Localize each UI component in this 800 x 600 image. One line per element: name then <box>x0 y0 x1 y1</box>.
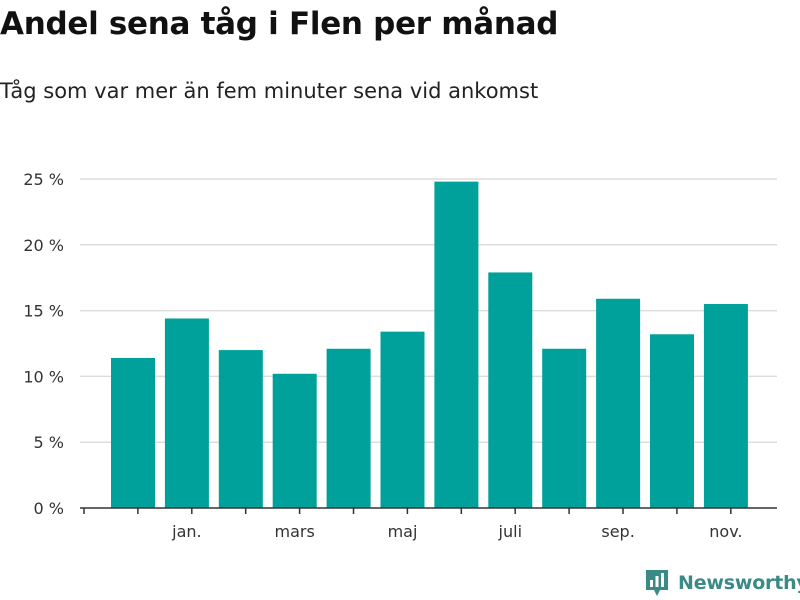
bar-jan <box>164 318 209 508</box>
bar-chart: 0 % 5 % 10 % 15 % 20 % 25 % jan. mars maj juli sep… <box>23 170 777 541</box>
y-tick-label: 20 % <box>23 236 64 255</box>
bar-okt <box>650 334 694 508</box>
brand-logo: Newsworthy <box>644 568 800 598</box>
bar-aug <box>542 348 587 508</box>
x-tick-label: juli <box>498 522 522 541</box>
bars <box>111 181 748 508</box>
chart-subtitle: Tåg som var mer än fem minuter sena vid … <box>0 79 539 103</box>
bar-nov <box>703 304 748 508</box>
bar-maj <box>380 331 425 508</box>
chart-title: Andel sena tåg i Flen per månad <box>0 6 559 42</box>
x-tick-label: mars <box>275 522 315 541</box>
bar-dec <box>111 357 155 508</box>
y-tick-label: 0 % <box>34 499 64 518</box>
x-tick-label: jan. <box>171 522 201 541</box>
newsworthy-logo-icon <box>646 570 668 596</box>
y-tick-label: 5 % <box>34 433 64 452</box>
x-tick-label: nov. <box>709 522 742 541</box>
y-tick-label: 25 % <box>23 170 64 189</box>
bar-sep <box>596 298 641 508</box>
y-tick-label: 10 % <box>23 367 64 386</box>
bar-juli <box>488 272 533 508</box>
bar-juni <box>434 181 479 508</box>
axes <box>80 507 777 514</box>
bar-mars <box>272 373 317 508</box>
x-tick-label: maj <box>388 522 418 541</box>
bar-apr <box>326 348 371 508</box>
bar-feb <box>218 350 263 508</box>
y-tick-label: 15 % <box>23 302 64 321</box>
tick-labels: 0 % 5 % 10 % 15 % 20 % 25 % jan. mars maj juli sep… <box>23 170 742 541</box>
x-tick-label: sep. <box>601 522 634 541</box>
brand-name: Newsworthy <box>678 572 800 594</box>
